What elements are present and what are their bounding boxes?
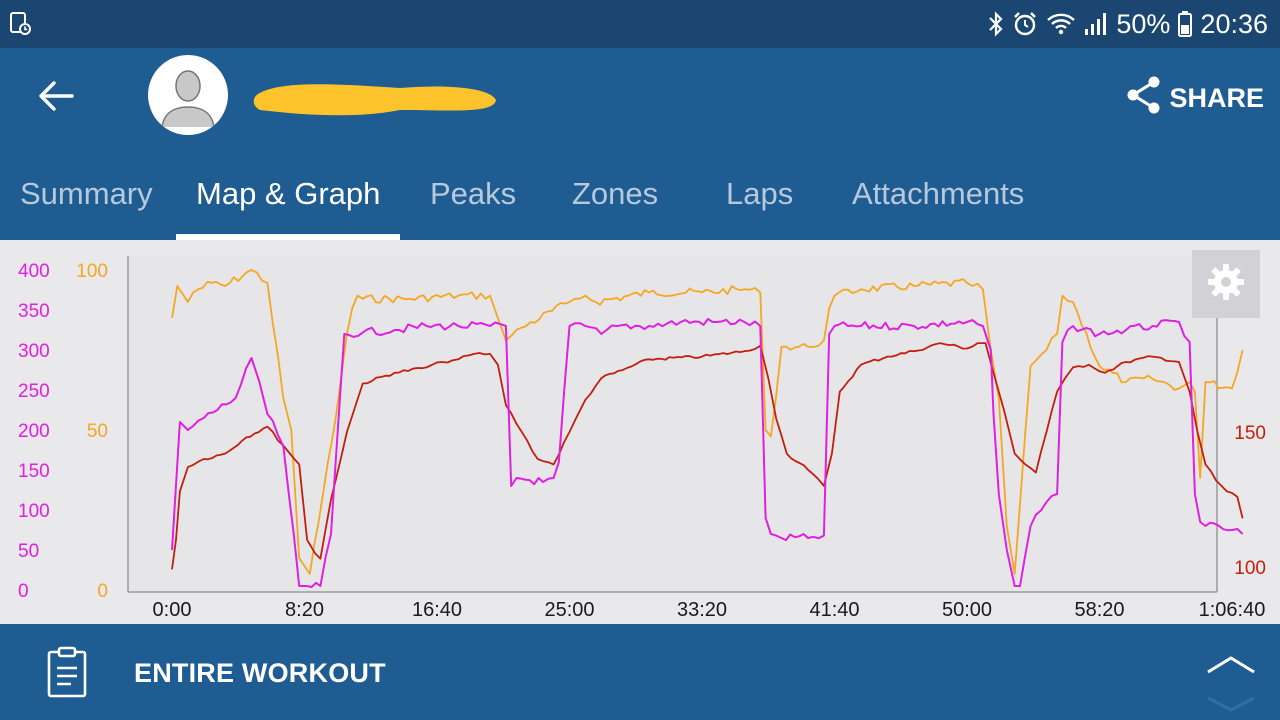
x-tick-label: 41:40 [809, 599, 859, 621]
x-tick-label: 25:00 [544, 599, 594, 621]
app-bar: SHARE Summary Map & Graph Peaks Zones La… [0, 48, 1280, 240]
tab-laps[interactable]: Laps [726, 160, 793, 240]
power-tick-label: 100 [18, 501, 50, 522]
tab-zones[interactable]: Zones [572, 160, 658, 240]
cadence-tick-label: 100 [76, 261, 108, 282]
tab-bar: Summary Map & Graph Peaks Zones Laps Att… [0, 160, 1280, 240]
cadence-tick-label: 0 [97, 581, 108, 602]
heart-rate-tick-label: 150 [1234, 423, 1266, 444]
power-tick-label: 0 [18, 581, 29, 602]
plot-background [128, 256, 1217, 592]
power-tick-label: 400 [18, 261, 50, 282]
x-tick-label: 33:20 [677, 599, 727, 621]
bottom-bar[interactable]: ENTIRE WORKOUT [0, 624, 1280, 720]
workout-chart[interactable]: 0:00 8:20 16:40 25:00 33:20 41:40 50:00 58:20 1:… [0, 240, 1280, 624]
share-button[interactable]: SHARE [1125, 76, 1264, 120]
power-tick-label: 50 [18, 541, 39, 562]
battery-percent: 50% [1116, 9, 1170, 40]
x-tick-label: 58:20 [1074, 599, 1124, 621]
bluetooth-icon [988, 11, 1004, 37]
x-tick-label: 8:20 [285, 599, 324, 621]
battery-icon [1178, 11, 1192, 37]
x-tick-label: 0:00 [153, 599, 192, 621]
tab-peaks[interactable]: Peaks [430, 160, 516, 240]
power-tick-label: 150 [18, 461, 50, 482]
clipboard-icon [46, 646, 88, 703]
gear-icon [1206, 262, 1246, 307]
share-label: SHARE [1169, 83, 1264, 114]
power-tick-label: 300 [18, 341, 50, 362]
graph-area[interactable]: 0:00 8:20 16:40 25:00 33:20 41:40 50:00 58:20 1:… [0, 240, 1280, 624]
status-bar: 50% 20:36 [0, 0, 1280, 48]
avatar[interactable] [148, 55, 228, 135]
back-button[interactable] [32, 74, 80, 122]
heart-rate-tick-label: 100 [1234, 558, 1266, 579]
arrow-left-icon [38, 80, 74, 117]
power-tick-label: 350 [18, 301, 50, 322]
x-tick-label: 1:06:40 [1199, 599, 1266, 621]
clock-time: 20:36 [1200, 9, 1268, 40]
tab-attachments[interactable]: Attachments [852, 160, 1024, 240]
expand-collapse-button[interactable] [1198, 638, 1264, 714]
wifi-icon [1046, 11, 1076, 37]
tab-map-graph[interactable]: Map & Graph [196, 160, 380, 240]
cadence-tick-label: 50 [87, 421, 108, 442]
signal-icon [1084, 11, 1108, 37]
segment-label: ENTIRE WORKOUT [134, 658, 386, 689]
power-tick-label: 250 [18, 381, 50, 402]
alarm-icon [1012, 11, 1038, 37]
person-silhouette-icon [148, 122, 228, 135]
x-tick-label: 50:00 [942, 599, 992, 621]
tab-summary[interactable]: Summary [20, 160, 153, 240]
chart-settings-button[interactable] [1192, 250, 1260, 318]
x-tick-label: 16:40 [412, 599, 462, 621]
chevron-up-down-icon [1198, 701, 1264, 718]
screen-recorder-icon [10, 12, 32, 36]
redaction-mark [250, 74, 500, 124]
share-icon [1125, 75, 1163, 122]
power-tick-label: 200 [18, 421, 50, 442]
